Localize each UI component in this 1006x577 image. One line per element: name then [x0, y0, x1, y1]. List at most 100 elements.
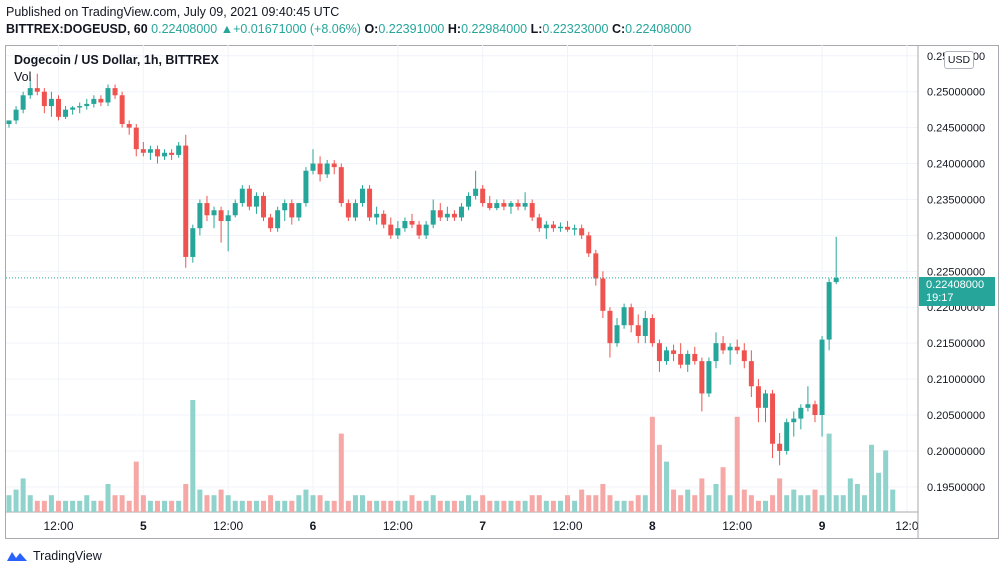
candle-body: [692, 353, 698, 362]
candle-body: [27, 88, 33, 96]
volume-bar: [720, 467, 726, 512]
volume-bar: [190, 400, 196, 512]
candle-body: [713, 343, 719, 362]
volume-bar: [536, 495, 542, 512]
candle-body: [458, 206, 464, 218]
candle-body: [395, 228, 401, 236]
volume-bar: [105, 484, 111, 512]
candle-body: [169, 152, 175, 155]
candle-body: [529, 203, 535, 218]
candle-body: [41, 91, 47, 107]
volume-bar: [437, 500, 443, 512]
candle-body: [296, 203, 302, 218]
candle-body: [338, 167, 344, 204]
volume-bar: [621, 500, 627, 512]
candle-body: [565, 226, 571, 230]
candle-body: [550, 224, 556, 229]
volume-bar: [275, 500, 281, 512]
volume-bar: [388, 500, 394, 512]
candle-body: [176, 145, 182, 155]
volume-bar: [600, 484, 606, 512]
volume-bar: [430, 495, 436, 512]
candle-body: [770, 393, 776, 444]
candle-body: [805, 404, 811, 408]
candle-body: [614, 325, 620, 344]
candle-body: [833, 277, 839, 283]
candle-body: [755, 386, 761, 408]
candle-body: [671, 350, 677, 354]
candle-body: [579, 228, 585, 236]
price-change: +0.01671000 (+8.06%): [233, 22, 361, 36]
volume-bar: [13, 489, 19, 512]
candle-body: [515, 203, 521, 207]
volume-bar: [41, 500, 47, 512]
open-value: 0.22391000: [378, 22, 445, 36]
ohlc-summary: BITTREX:DOGEUSD, 60 0.22408000 ▲+0.01671…: [6, 22, 691, 36]
volume-bar: [360, 495, 365, 512]
volume-bar: [854, 484, 860, 512]
candle-body: [374, 213, 380, 218]
volume-bar: [225, 495, 231, 512]
candle-body: [409, 221, 415, 225]
candle-body: [706, 361, 712, 394]
price-tag-value: 0.22408000: [926, 279, 985, 291]
candle-body: [593, 253, 599, 279]
y-tick-label: 0.20500000: [927, 410, 985, 422]
candle-body: [600, 278, 606, 311]
volume-bar: [451, 500, 457, 512]
volume-bar: [543, 500, 549, 512]
candle-body: [678, 353, 684, 365]
volume-bar: [197, 489, 203, 512]
x-tick-label: 8: [649, 519, 656, 533]
volume-bar: [218, 489, 224, 512]
volume-bar: [6, 495, 12, 512]
candle-body: [656, 343, 662, 362]
volume-bar: [480, 495, 486, 512]
volume-bar: [671, 489, 677, 512]
candle-body: [91, 98, 97, 104]
candle-body: [162, 152, 168, 157]
candle-body: [48, 98, 54, 107]
volume-bar: [869, 444, 875, 512]
volume-bar: [317, 495, 323, 512]
candle-body: [508, 203, 514, 207]
price-tag-countdown: 19:17: [926, 292, 954, 304]
candle-body: [34, 88, 40, 92]
volume-bar: [444, 500, 450, 512]
volume-bar: [409, 495, 415, 512]
footer[interactable]: TradingView: [6, 549, 102, 563]
candle-body: [784, 422, 790, 451]
footer-brand: TradingView: [33, 549, 102, 563]
volume-bar: [119, 495, 125, 512]
currency-badge[interactable]: USD: [944, 51, 974, 69]
candle-body: [183, 145, 189, 257]
candle-body: [310, 163, 316, 171]
x-tick-label: 12:00: [383, 519, 413, 533]
candle-body: [388, 224, 394, 236]
x-tick-label: 12:00: [43, 519, 73, 533]
volume-bar: [154, 500, 160, 512]
volume-bar: [20, 478, 26, 512]
candle-body: [664, 350, 670, 362]
candle-body: [699, 361, 705, 394]
volume-bar: [791, 489, 797, 512]
candle-body: [55, 98, 61, 117]
candle-body: [13, 109, 19, 121]
volume-bar: [755, 500, 761, 512]
candle-body: [253, 195, 259, 207]
volume-bar: [169, 500, 175, 512]
candle-body: [112, 88, 118, 96]
volume-bar: [840, 495, 846, 512]
volume-bar: [473, 500, 479, 512]
candle-body: [501, 203, 507, 207]
y-tick-label: 0.22500000: [927, 266, 985, 278]
volume-bar: [826, 433, 832, 512]
candle-body: [635, 325, 641, 336]
volume-bar: [642, 495, 648, 512]
last-price-tag: 0.22408000 19:17: [919, 277, 995, 306]
volume-bar: [656, 444, 662, 512]
close-label: C:: [611, 22, 626, 36]
candle-body: [741, 350, 747, 362]
volume-bar: [713, 484, 719, 512]
